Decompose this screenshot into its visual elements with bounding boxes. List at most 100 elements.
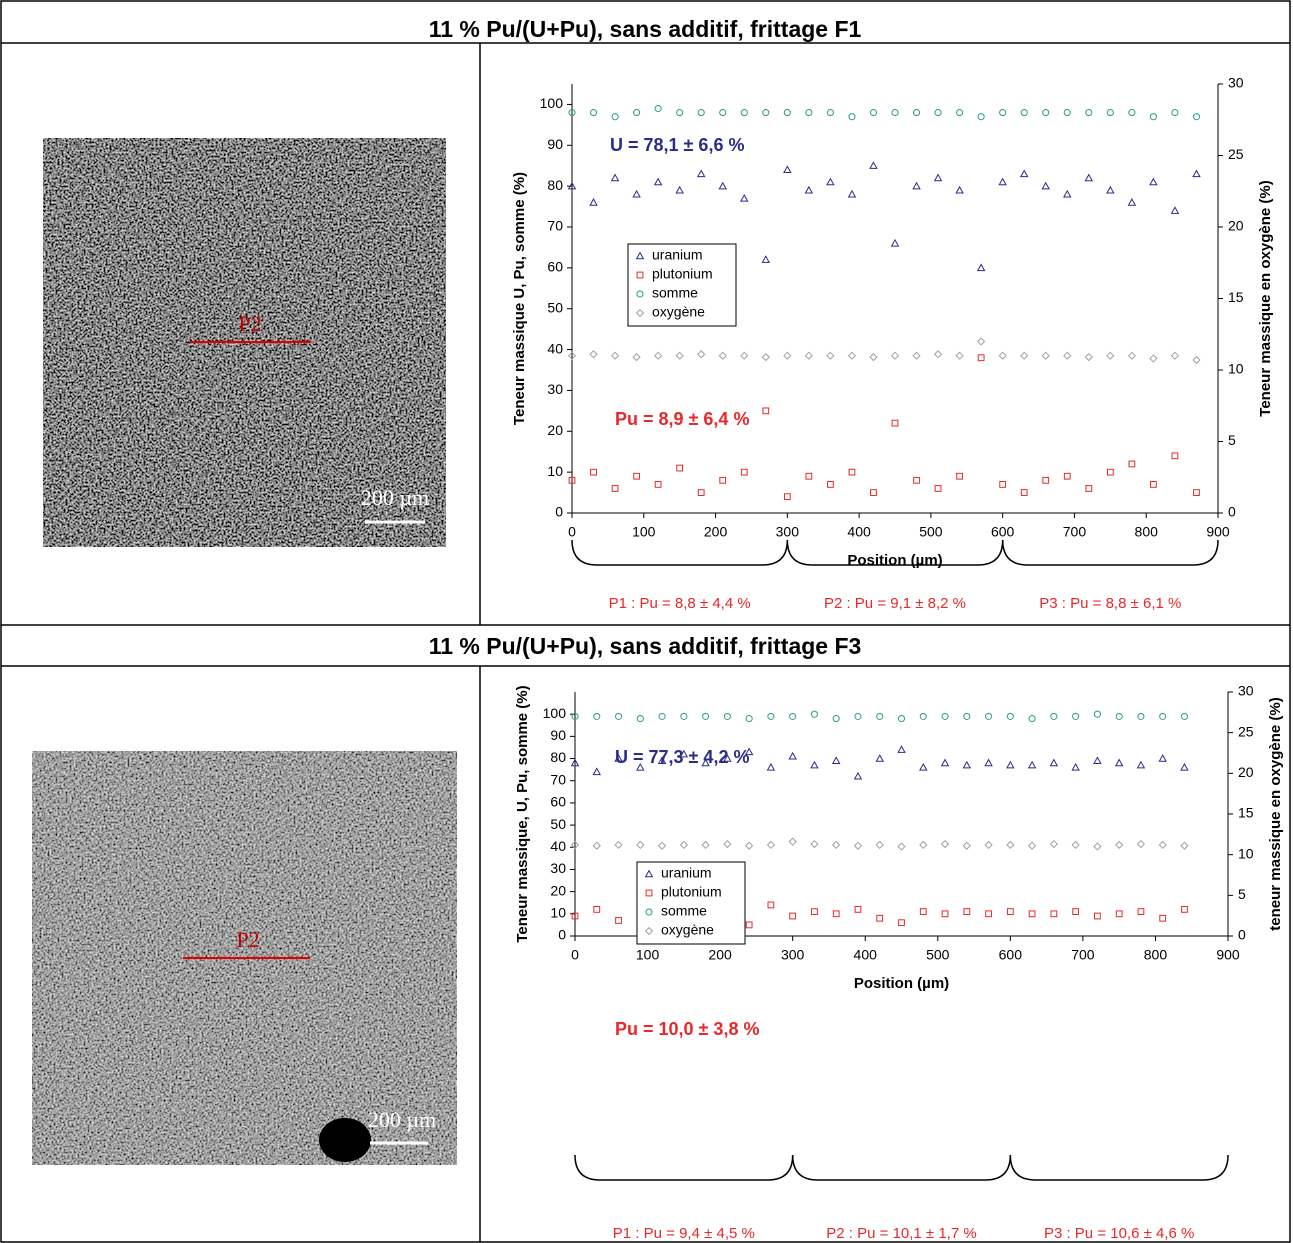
point <box>810 710 818 718</box>
point <box>783 109 791 117</box>
point <box>1063 472 1071 480</box>
y-tick-label: 0 <box>558 927 566 943</box>
point <box>1084 173 1094 182</box>
point <box>1193 489 1200 496</box>
point <box>789 712 797 720</box>
point <box>976 263 986 272</box>
point <box>1106 109 1114 117</box>
y2-tick-label: 0 <box>1238 927 1246 943</box>
point <box>762 109 770 117</box>
point <box>697 350 706 359</box>
point <box>1020 109 1028 117</box>
point <box>589 198 598 206</box>
point <box>658 712 666 720</box>
profile-label: P2 <box>238 311 261 336</box>
point <box>854 905 862 913</box>
y-tick-label: 80 <box>547 177 563 193</box>
point <box>832 910 840 918</box>
point <box>740 109 748 117</box>
point <box>912 351 921 360</box>
point <box>919 712 927 720</box>
y-tick-label: 50 <box>550 816 566 832</box>
point <box>832 715 840 723</box>
point <box>1071 840 1080 850</box>
point <box>789 912 797 920</box>
point <box>744 747 754 756</box>
point <box>740 468 748 476</box>
x-tick-label: 200 <box>704 524 728 540</box>
legend-marker <box>636 290 644 298</box>
point <box>680 712 688 720</box>
y-axis-title: Teneur massique U, Pu, somme (%) <box>511 172 528 425</box>
point <box>848 468 856 476</box>
segment-brace <box>574 1154 794 1181</box>
point <box>1028 715 1036 723</box>
point <box>870 489 877 496</box>
y-tick-label: 40 <box>550 838 566 854</box>
x-tick-label: 600 <box>999 947 1023 963</box>
point <box>1136 760 1146 769</box>
point <box>977 113 985 121</box>
point <box>919 840 928 850</box>
legend-label: somme <box>652 285 698 301</box>
point <box>697 109 705 117</box>
legend-label: somme <box>661 903 707 919</box>
point <box>847 351 857 360</box>
x-tick-label: 300 <box>776 524 800 540</box>
legend-label: oxygène <box>652 304 705 320</box>
point <box>615 917 622 924</box>
point <box>723 754 732 762</box>
segment-label: P1 : Pu = 9,4 ± 4,5 % <box>613 1225 755 1242</box>
segment-label: P1 : Pu = 8,8 ± 4,4 % <box>609 595 751 612</box>
point <box>614 712 623 720</box>
point <box>702 712 710 720</box>
micrograph: P2 200 µm <box>43 138 446 547</box>
x-tick-label: 700 <box>1063 524 1087 540</box>
point <box>718 181 727 190</box>
point <box>610 351 620 360</box>
point <box>1159 712 1167 720</box>
legend-marker <box>644 926 654 936</box>
point <box>567 181 577 190</box>
point <box>679 749 689 758</box>
point <box>1042 476 1050 484</box>
point <box>745 921 753 929</box>
point <box>999 109 1007 117</box>
point <box>1093 756 1102 764</box>
point <box>654 351 663 360</box>
point <box>723 712 731 720</box>
point <box>633 472 640 480</box>
point <box>745 715 753 723</box>
point <box>593 905 601 913</box>
segment-label: P2 : Pu = 9,1 ± 8,2 % <box>824 595 966 612</box>
point <box>767 901 775 909</box>
point <box>761 353 770 362</box>
point <box>985 712 993 720</box>
point <box>804 185 814 194</box>
point <box>912 109 921 117</box>
point <box>977 354 985 362</box>
point <box>1170 206 1180 214</box>
x-tick-label: 300 <box>781 947 805 963</box>
point <box>701 758 710 767</box>
point <box>676 109 684 117</box>
point <box>963 712 971 720</box>
point <box>1128 460 1136 468</box>
legend-box <box>636 861 746 945</box>
point <box>898 919 905 927</box>
x-axis-title: Position (µm) <box>847 552 942 569</box>
point <box>740 351 749 360</box>
legend-box <box>627 243 737 327</box>
point <box>1106 468 1114 476</box>
point <box>1071 762 1080 771</box>
point <box>934 485 942 492</box>
point <box>940 839 950 849</box>
point <box>984 758 993 767</box>
point <box>1158 840 1167 850</box>
point <box>567 351 577 360</box>
point <box>1006 908 1014 915</box>
point <box>999 481 1007 488</box>
point <box>636 715 644 723</box>
point <box>723 839 732 849</box>
y-tick-label: 20 <box>547 422 563 438</box>
